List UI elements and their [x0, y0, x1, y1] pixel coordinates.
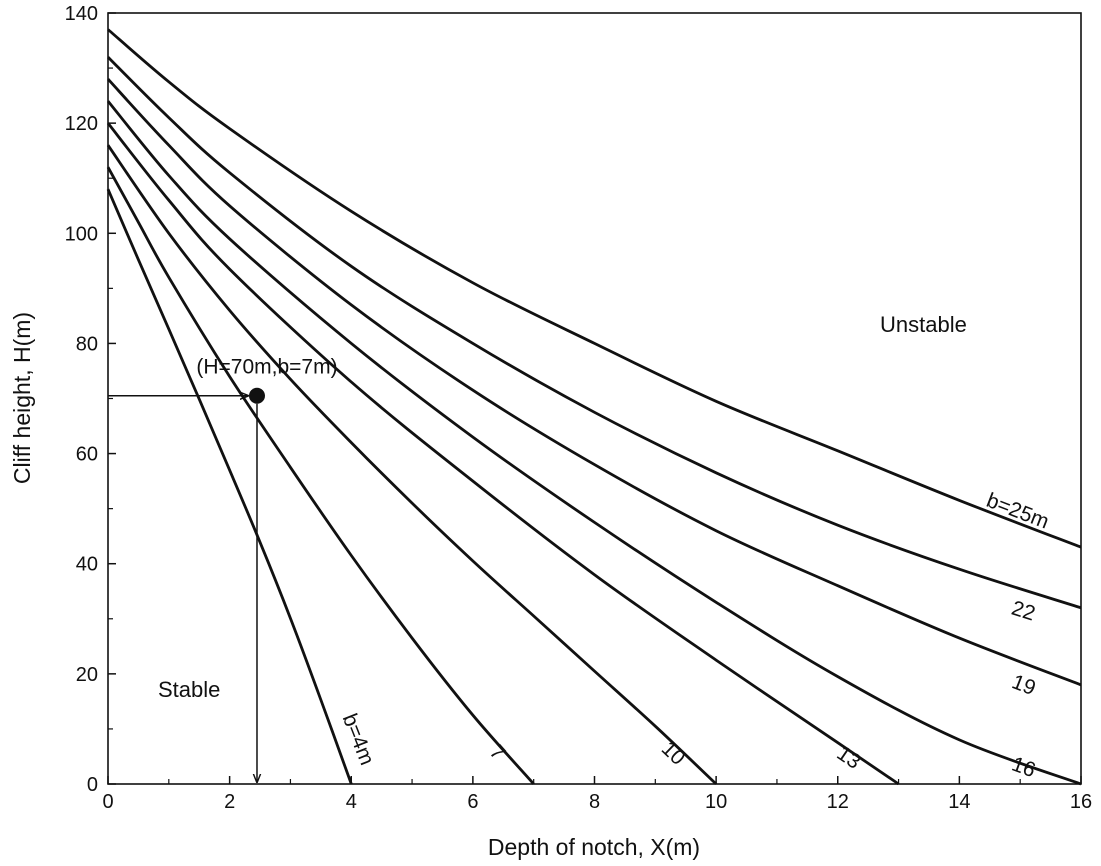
- y-axis-title: Cliff height, H(m): [9, 312, 35, 484]
- curve-label: 19: [1009, 670, 1039, 700]
- y-tick-label: 100: [65, 223, 98, 245]
- curve-line: [107, 28, 1082, 549]
- curve-label: 13: [833, 742, 865, 774]
- y-tick-label: 20: [76, 664, 98, 686]
- y-axis-ticks: 0 20 40 60 80 100 120 140: [65, 3, 116, 796]
- x-tick-label: 10: [705, 791, 727, 813]
- curve-label: 16: [1009, 753, 1039, 783]
- y-tick-label: 80: [76, 333, 98, 355]
- curve-label: 10: [657, 737, 690, 770]
- x-axis-ticks: 0 2 4 6 8 10 12 14 16: [102, 776, 1092, 813]
- y-tick-label: 120: [65, 113, 98, 135]
- y-tick-label: 140: [65, 3, 98, 25]
- curve-line: [107, 56, 1082, 610]
- x-tick-label: 16: [1070, 791, 1092, 813]
- x-tick-label: 6: [467, 791, 478, 813]
- curve-label: b=25m: [983, 489, 1052, 534]
- x-tick-label: 4: [346, 791, 357, 813]
- design-point-label: (H=70m,b=7m): [196, 356, 337, 379]
- curve-line: [106, 122, 900, 786]
- curve-line: [106, 78, 1082, 687]
- point-annotation: (H=70m,b=7m): [108, 356, 338, 782]
- curve-line: [106, 100, 1082, 786]
- x-tick-label: 2: [224, 791, 235, 813]
- x-tick-label: 12: [827, 791, 849, 813]
- region-label-stable: Stable: [158, 677, 220, 702]
- y-tick-label: 40: [76, 554, 98, 576]
- design-point-marker: [248, 387, 265, 404]
- region-label-unstable: Unstable: [880, 312, 967, 337]
- y-tick-label: 0: [87, 774, 98, 796]
- curve-line: [106, 188, 353, 785]
- curve-line: [106, 144, 718, 786]
- x-axis-title: Depth of notch, X(m): [488, 834, 700, 860]
- x-tick-label: 14: [948, 791, 970, 813]
- curve-line: [106, 166, 535, 785]
- y-tick-label: 60: [76, 444, 98, 466]
- x-tick-label: 8: [589, 791, 600, 813]
- x-tick-label: 0: [102, 791, 113, 813]
- curve-label: 22: [1009, 597, 1038, 626]
- curve-label: 7: [485, 741, 510, 765]
